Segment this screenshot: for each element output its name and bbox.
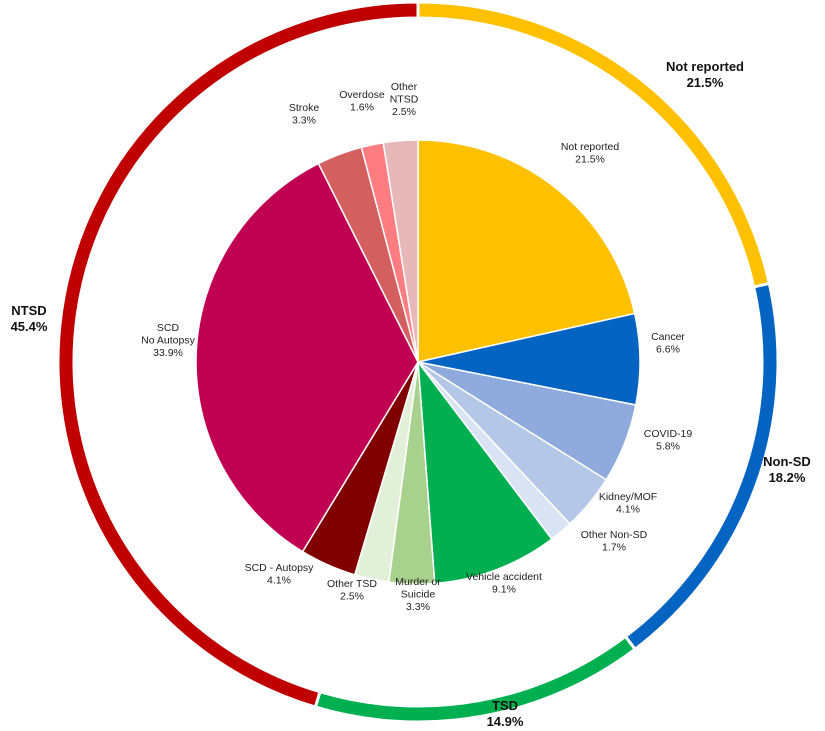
- ring-label-non-sd: Non-SD 18.2%: [763, 454, 811, 485]
- slice-label-other-ntsd: Other NTSD 2.5%: [390, 81, 419, 118]
- inner-labels: Not reported 21.5% Cancer 6.6% COVID-19 5.8% K…: [141, 81, 692, 613]
- slice-label-murder-or-suicide: Murder or Suicide 3.3%: [395, 576, 441, 613]
- slice-label-cancer: Cancer 6.6%: [651, 331, 685, 356]
- ring-label-tsd: TSD 14.9%: [487, 698, 524, 729]
- ring-segment-non-sd: [623, 281, 780, 652]
- slice-label-covid-19: COVID-19 5.8%: [644, 428, 693, 453]
- slice-other-ntsd: [382, 139, 419, 363]
- slice-label-vehicle-accident: Vehicle accident 9.1%: [466, 571, 542, 596]
- ring-label-ntsd: NTSD 45.4%: [11, 303, 48, 334]
- slice-label-other-non-sd: Other Non-SD 1.7%: [581, 529, 648, 554]
- slice-label-stroke: Stroke 3.3%: [289, 102, 320, 127]
- ring-segment-ntsd: [56, 0, 420, 709]
- outer-labels: Not reported 21.5% Non-SD 18.2% TSD 14.9% NTSD…: [11, 59, 811, 729]
- slice-label-kidney-mof: Kidney/MOF 4.1%: [599, 491, 657, 516]
- slice-vehicle-accident: [417, 359, 553, 585]
- ring-segment-tsd: [313, 634, 638, 724]
- slice-label-overdose: Overdose 1.6%: [339, 89, 385, 114]
- inner-pie: [195, 139, 641, 585]
- slice-label-other-tsd: Other TSD 2.5%: [327, 578, 377, 603]
- outer-ring: [56, 0, 780, 724]
- slice-not-reported: [417, 139, 636, 363]
- slice-label-scd-autopsy: SCD - Autopsy 4.1%: [245, 562, 315, 587]
- ring-label-not-reported: Not reported 21.5%: [666, 59, 744, 90]
- slice-label-scd-no-autopsy: SCD No Autopsy 33.9%: [141, 322, 195, 359]
- slice-label-not-reported: Not reported 21.5%: [561, 141, 620, 166]
- slice-scd-no-autopsy: [195, 162, 419, 553]
